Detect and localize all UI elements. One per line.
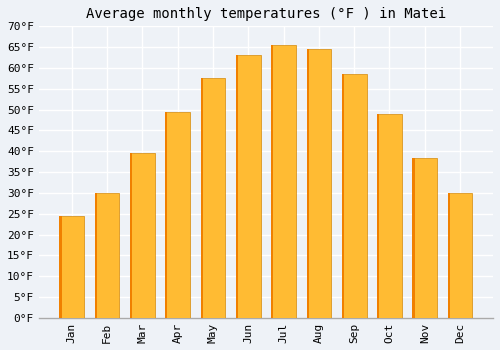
- Bar: [271, 45, 296, 318]
- Bar: [377, 114, 379, 318]
- Bar: [200, 78, 226, 318]
- Bar: [306, 49, 308, 318]
- Bar: [412, 158, 437, 318]
- Bar: [271, 45, 274, 318]
- Bar: [448, 193, 450, 318]
- Bar: [130, 153, 132, 318]
- Bar: [60, 216, 62, 318]
- Bar: [166, 112, 190, 318]
- Bar: [236, 55, 238, 318]
- Bar: [377, 114, 402, 318]
- Bar: [448, 193, 472, 318]
- Bar: [130, 153, 155, 318]
- Bar: [60, 216, 84, 318]
- Title: Average monthly temperatures (°F ) in Matei: Average monthly temperatures (°F ) in Ma…: [86, 7, 446, 21]
- Bar: [236, 55, 260, 318]
- Bar: [306, 49, 331, 318]
- Bar: [342, 74, 344, 318]
- Bar: [94, 193, 120, 318]
- Bar: [412, 158, 414, 318]
- Bar: [342, 74, 366, 318]
- Bar: [200, 78, 203, 318]
- Bar: [166, 112, 168, 318]
- Bar: [94, 193, 97, 318]
